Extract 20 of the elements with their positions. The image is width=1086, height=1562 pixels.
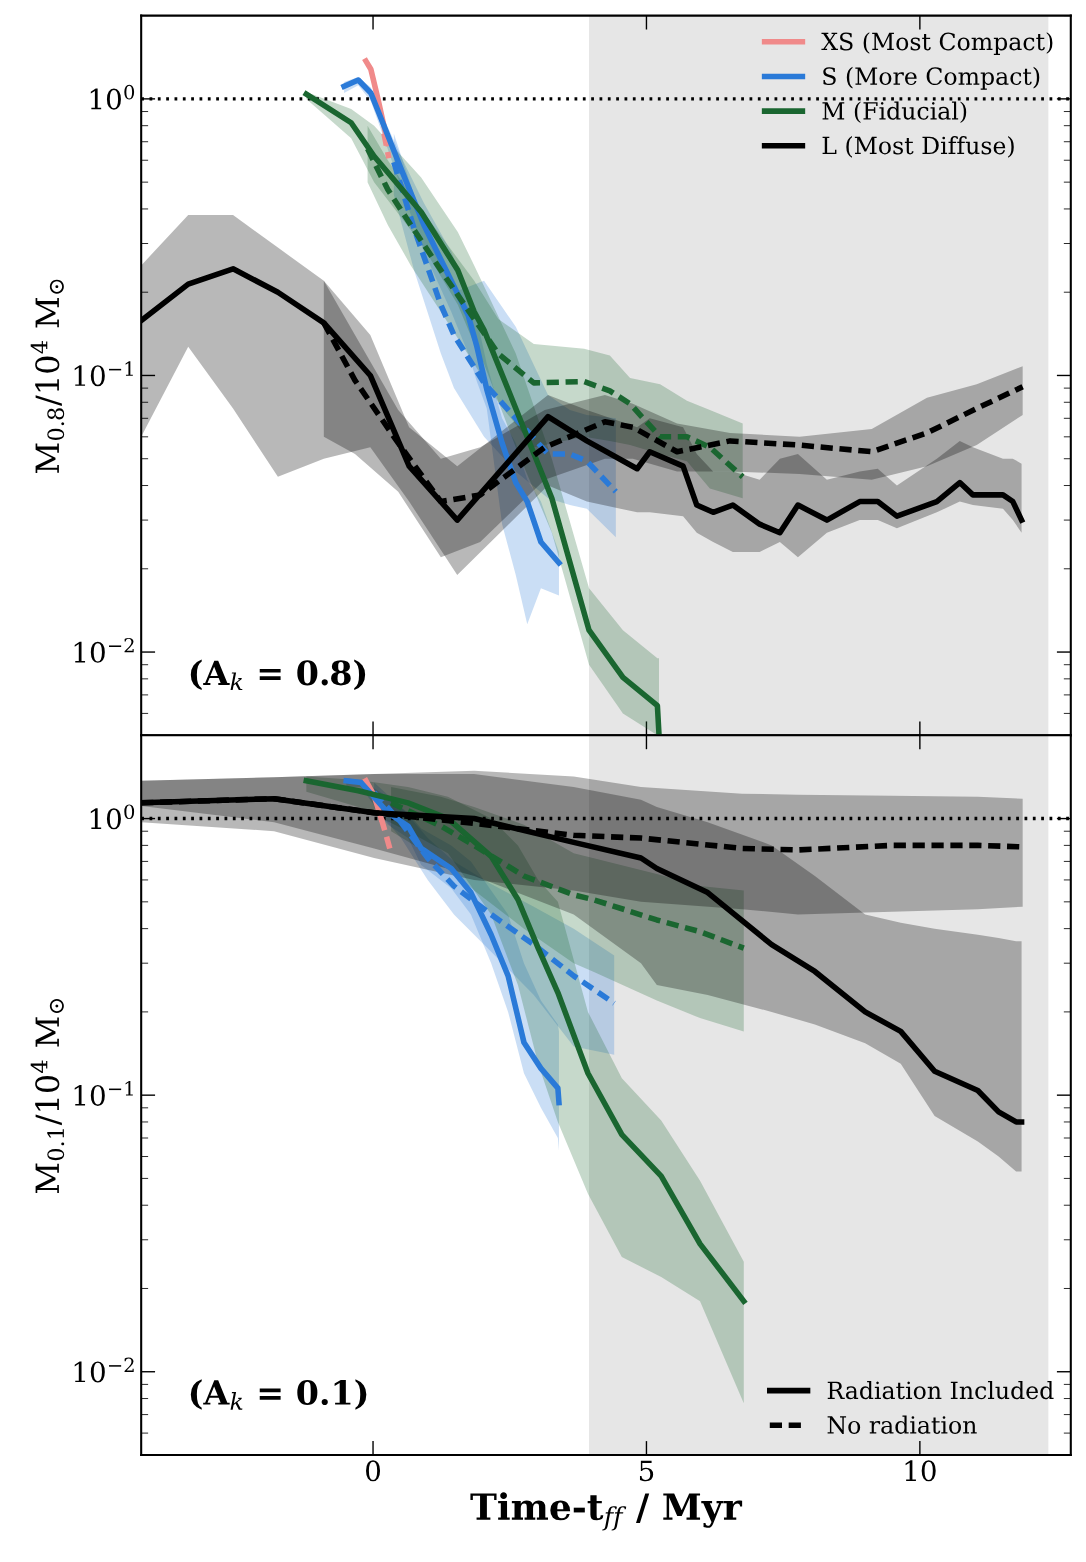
- legend-label: No radiation: [827, 1415, 977, 1434]
- x-axis-title: Time-t$_{ff}$ / Myr: [470, 1492, 743, 1531]
- legend-label: XS (Most Compact): [821, 32, 1053, 55]
- annotation: (A$_{k}$ = 0.1): [190, 1379, 367, 1410]
- legend-label: L (Most Diffuse): [822, 136, 1014, 158]
- y-tick-label: 10$^{−1}$: [74, 361, 133, 387]
- x-tick-label: 5: [639, 1460, 654, 1482]
- y-tick-label: 10$^{0}$: [90, 804, 135, 830]
- legend-label: S (More Compact): [823, 66, 1040, 90]
- annotation: (A$_{k}$ = 0.8): [190, 659, 366, 691]
- y-axis-title: M$_{0.8}$/10$^{4}$ M$_{⊙}$: [30, 279, 65, 473]
- legend-label: Radiation Included: [827, 1380, 1054, 1400]
- y-tick-label: 10$^{−1}$: [74, 1080, 133, 1106]
- x-tick-label: 10: [905, 1460, 936, 1482]
- y-tick-label: 10$^{0}$: [90, 84, 135, 110]
- x-tick-label: 0: [366, 1460, 381, 1482]
- y-axis-title: M$_{0.1}$/10$^{4}$ M$_{⊙}$: [30, 998, 65, 1194]
- y-tick-label: 10$^{−2}$: [74, 637, 134, 663]
- y-tick-label: 10$^{−2}$: [74, 1357, 134, 1383]
- legend-label: M (Fiducial): [822, 101, 967, 124]
